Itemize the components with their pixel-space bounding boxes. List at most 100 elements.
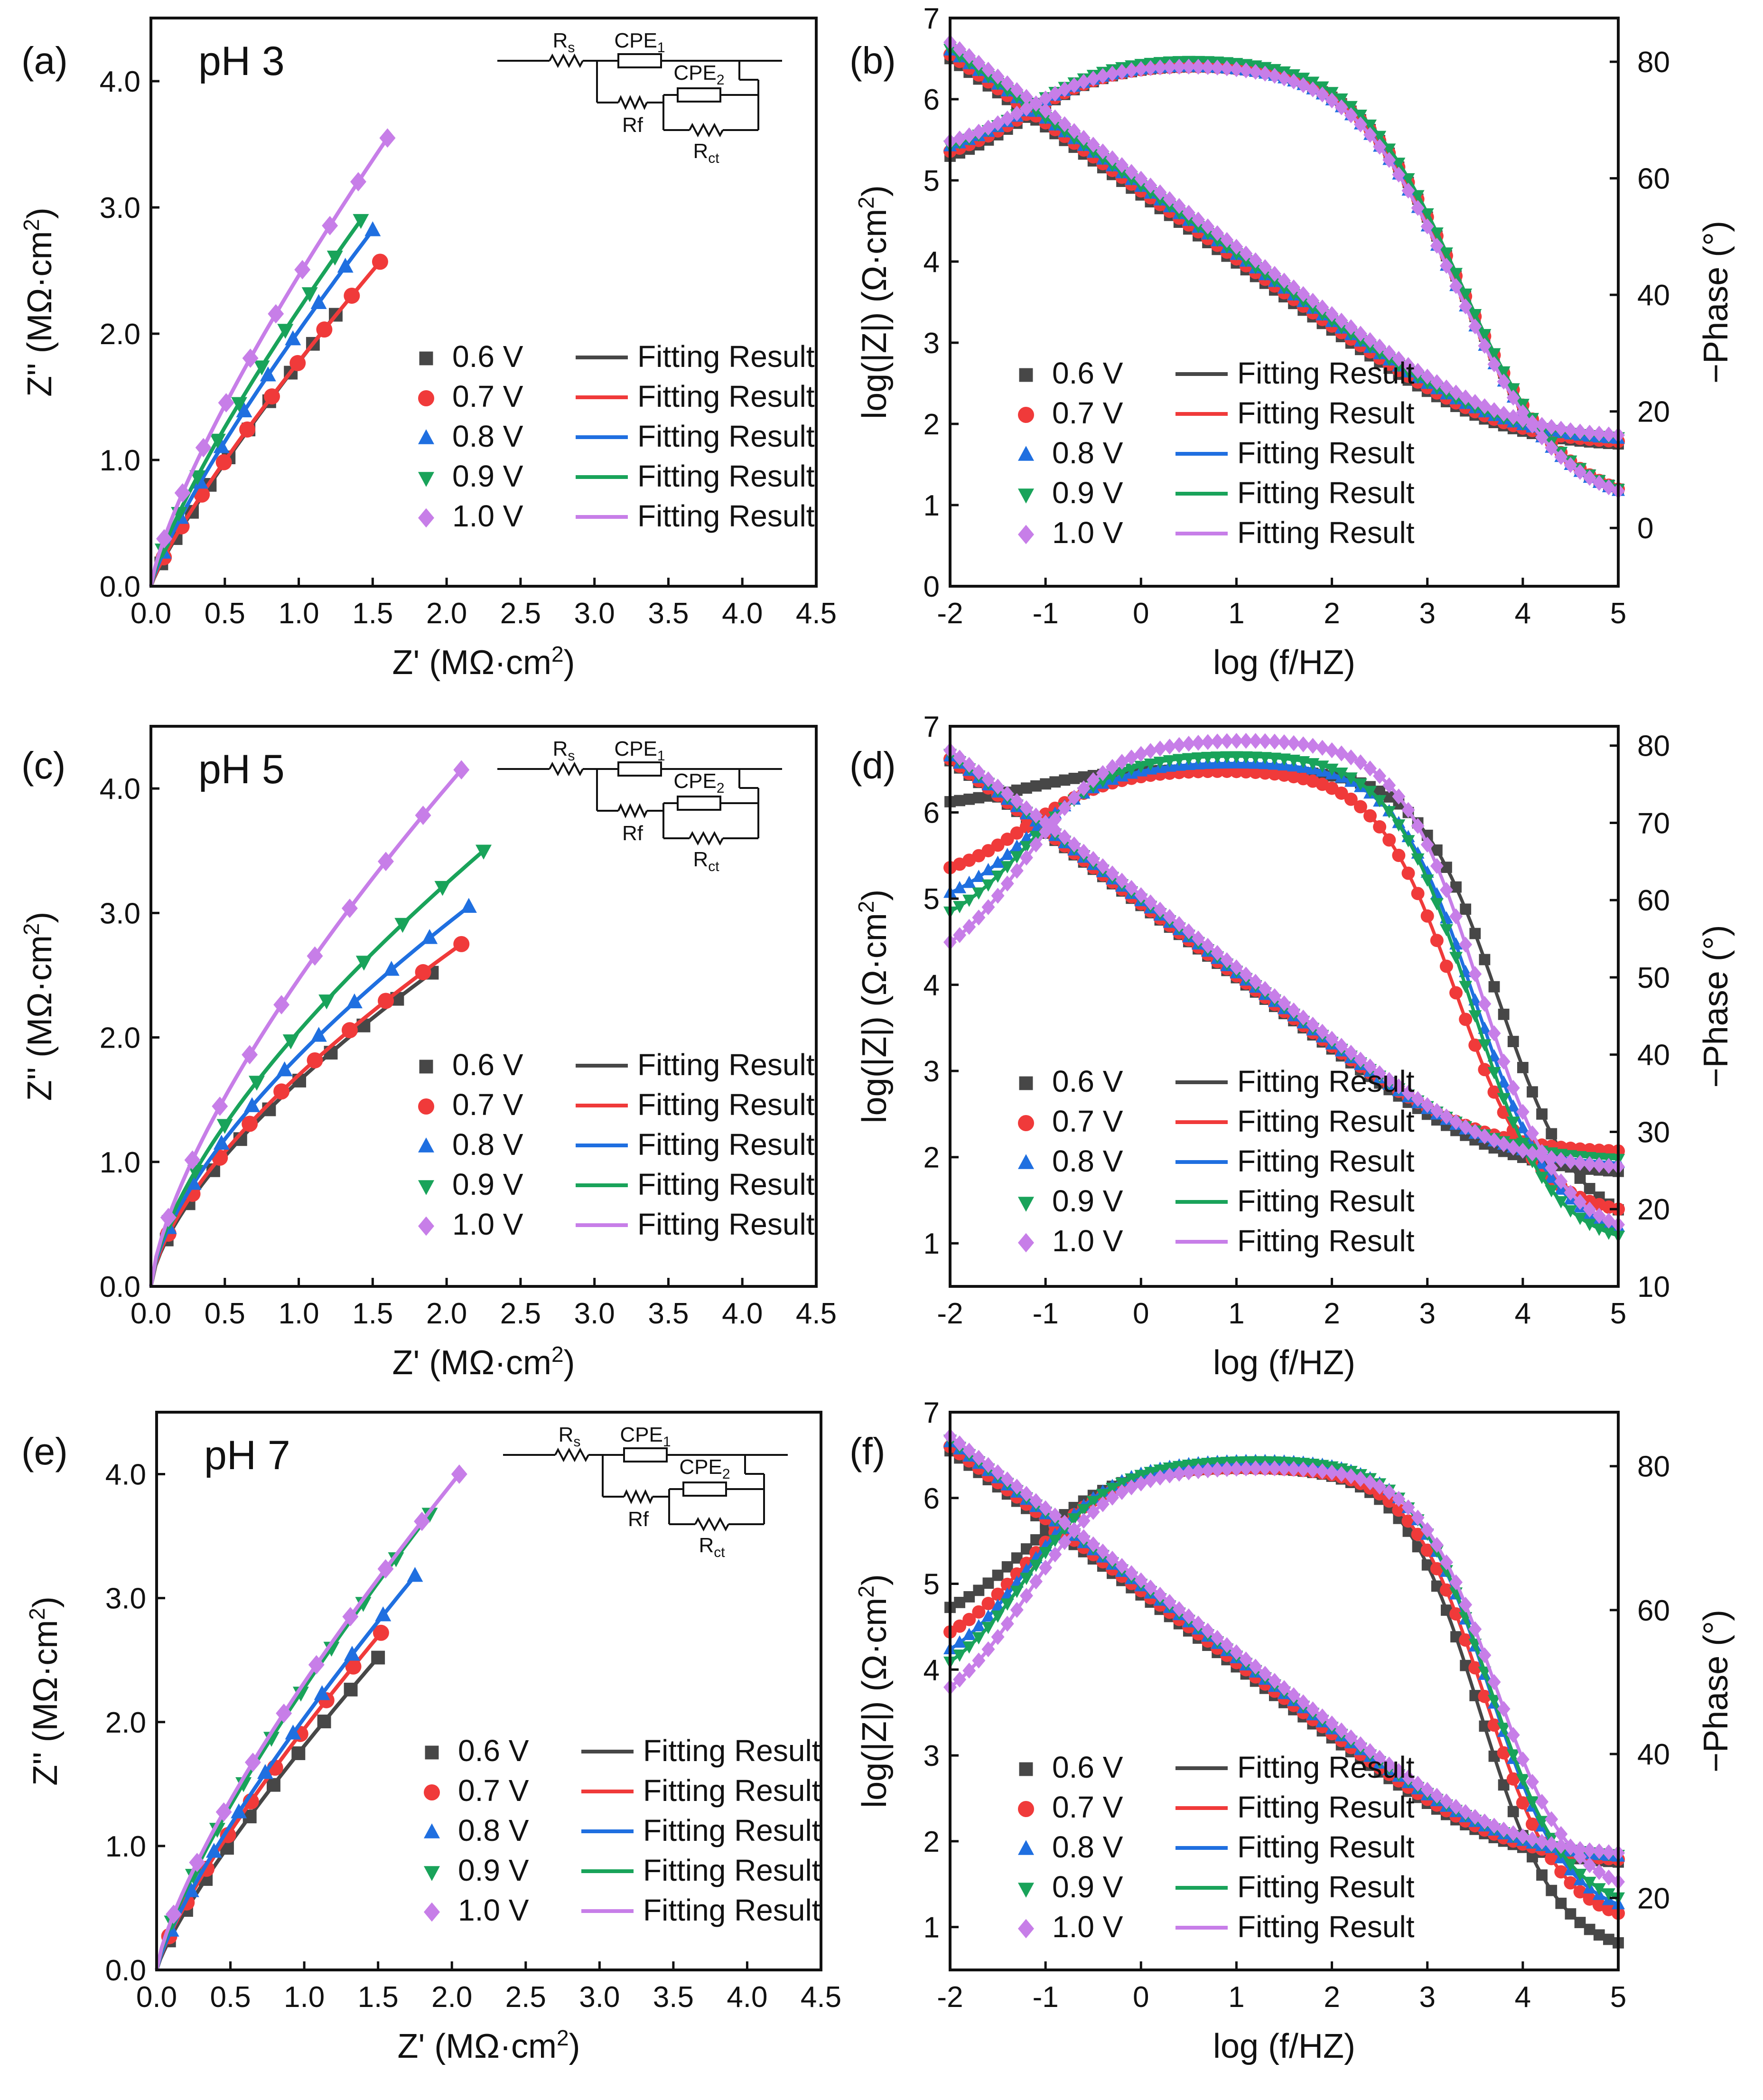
data-point	[285, 330, 301, 346]
x-tick-label: 3	[1419, 1297, 1435, 1330]
circuit-cpe2-label: CPE2	[673, 61, 724, 88]
circuit-diagram: Rs CPE1 CPE2 Rf Rct	[497, 29, 782, 166]
legend-marker	[424, 1784, 440, 1800]
fit-curve	[155, 1656, 380, 1971]
circuit-cpe1-label: CPE1	[620, 1423, 671, 1450]
x-tick-label: 2.0	[426, 1297, 467, 1330]
x-tick-label: 4.0	[727, 1981, 767, 2014]
panel-title: pH 3	[198, 38, 285, 84]
x-tick-label: 2	[1324, 1981, 1340, 2014]
y-axis-left: 1 2 3 4 5 6 7	[923, 711, 959, 1260]
legend-marker	[418, 1180, 434, 1195]
phase-fit-curve	[950, 65, 1619, 493]
data-point	[307, 1052, 323, 1069]
data-point	[215, 1802, 232, 1822]
circuit-rf-label: Rf	[622, 822, 644, 845]
legend-fit-label: Fitting Result	[637, 1088, 815, 1122]
data-point	[220, 1827, 236, 1843]
circuit-rct-label: Rct	[693, 140, 719, 166]
y-tick-label: 6	[923, 797, 940, 830]
data-point	[154, 544, 171, 559]
legend-marker	[424, 1902, 440, 1922]
legend-fit-label: Fitting Result	[637, 1048, 815, 1082]
data-point	[242, 1045, 258, 1065]
y-axis: 0.0 1.0 2.0 3.0 4.0	[105, 1459, 165, 1987]
circuit-rf-label: Rf	[628, 1508, 649, 1531]
y-tick-label: 1.0	[105, 1830, 146, 1863]
data-point	[434, 881, 451, 896]
legend-series-label: 0.7 V	[1052, 1790, 1123, 1824]
legend-marker	[418, 508, 434, 528]
legend-fit-label: Fitting Result	[643, 1813, 821, 1847]
axis-label-rest: )	[27, 1596, 65, 1608]
legend-fit-label: Fitting Result	[643, 1734, 821, 1768]
plot-frame	[949, 17, 1620, 588]
legend-fit-label: Fitting Result	[1237, 1790, 1415, 1824]
legend-series-label: 0.6 V	[458, 1734, 529, 1768]
x-axis-label: Z' (MΩ·cm2)	[397, 2025, 580, 2065]
legend-series-label: 0.9 V	[452, 459, 523, 493]
superscript: 2	[854, 901, 878, 913]
data-point	[268, 304, 284, 324]
y-axis-label: Z'' (MΩ·cm2)	[25, 1596, 65, 1786]
circuit-rct-subscript: ct	[714, 1545, 725, 1560]
axis-label-rest: )	[856, 185, 894, 197]
axis-label-rest: )	[564, 644, 575, 682]
x-tick-label: 4	[1515, 597, 1531, 630]
circuit-rs-subscript: s	[573, 1434, 580, 1450]
data-point	[213, 1134, 230, 1150]
data-point	[231, 397, 248, 412]
data-point	[291, 1746, 306, 1760]
legend-fit-label: Fitting Result	[643, 1773, 821, 1808]
x-tick-label: 4.5	[796, 597, 837, 630]
data-point	[253, 360, 270, 375]
legend: 0.6 V Fitting Result 0.7 V Fitting Result 0.…	[1018, 356, 1415, 550]
data-point	[215, 454, 232, 470]
x-tick-label: 1	[1228, 597, 1244, 630]
data-point	[476, 844, 492, 860]
data-point	[185, 1175, 202, 1190]
y-axis-label-right: −Phase (°)	[1697, 925, 1735, 1088]
x-tick-label: 2	[1324, 1297, 1340, 1330]
y-axis-label-left: log(|Z|) (Ω·cm2)	[854, 185, 894, 419]
data-point	[257, 1764, 273, 1779]
y-tick-label: 5	[923, 1568, 940, 1601]
data-point	[318, 994, 335, 1010]
legend-series-label: 0.9 V	[1052, 476, 1123, 510]
legend-series-label: 1.0 V	[458, 1893, 529, 1927]
circuit-cpe1-element	[617, 761, 662, 777]
legend-marker	[1018, 488, 1034, 504]
legend: 0.6 V Fitting Result 0.7 V Fitting Result 0.…	[1018, 1064, 1415, 1258]
legend-fit-label: Fitting Result	[637, 419, 815, 453]
plot-frame	[149, 17, 818, 588]
data-point	[260, 366, 276, 382]
x-axis: -2 -1 0 1 2 3 4 5	[937, 578, 1626, 630]
data-point	[184, 1150, 201, 1170]
y-tick-label: 2	[923, 408, 940, 441]
legend-fit-label: Fitting Result	[637, 1167, 815, 1201]
circuit-rs-resistor	[549, 53, 584, 68]
data-point	[187, 1164, 204, 1180]
x-tick-label: 3	[1419, 597, 1435, 630]
data-point	[276, 1061, 293, 1077]
data-point	[375, 1606, 392, 1622]
legend-series-label: 1.0 V	[1052, 1224, 1123, 1258]
axis-label-rest: )	[564, 1344, 575, 1382]
data-point	[341, 1022, 358, 1039]
axis-label-rest: )	[21, 912, 59, 923]
y-tick-label: 50	[1637, 962, 1670, 994]
data-point	[239, 421, 256, 438]
panel-title: pH 7	[204, 1433, 290, 1478]
data-point	[242, 1116, 258, 1132]
legend-fit-label: Fitting Result	[637, 1127, 815, 1162]
legend-fit-label: Fitting Result	[637, 1207, 815, 1241]
circuit-cpe1-subscript: 1	[663, 1434, 671, 1450]
x-tick-label: 0	[1133, 1981, 1149, 2014]
y-tick-label: 80	[1637, 1451, 1670, 1483]
y-tick-label: 7	[923, 1397, 940, 1429]
legend-fit-label: Fitting Result	[1237, 1910, 1415, 1944]
y-tick-label: 60	[1637, 884, 1670, 917]
legend-fit-label: Fitting Result	[1237, 1830, 1415, 1864]
y-tick-label: 7	[923, 2, 940, 35]
fit-curve	[149, 260, 382, 587]
